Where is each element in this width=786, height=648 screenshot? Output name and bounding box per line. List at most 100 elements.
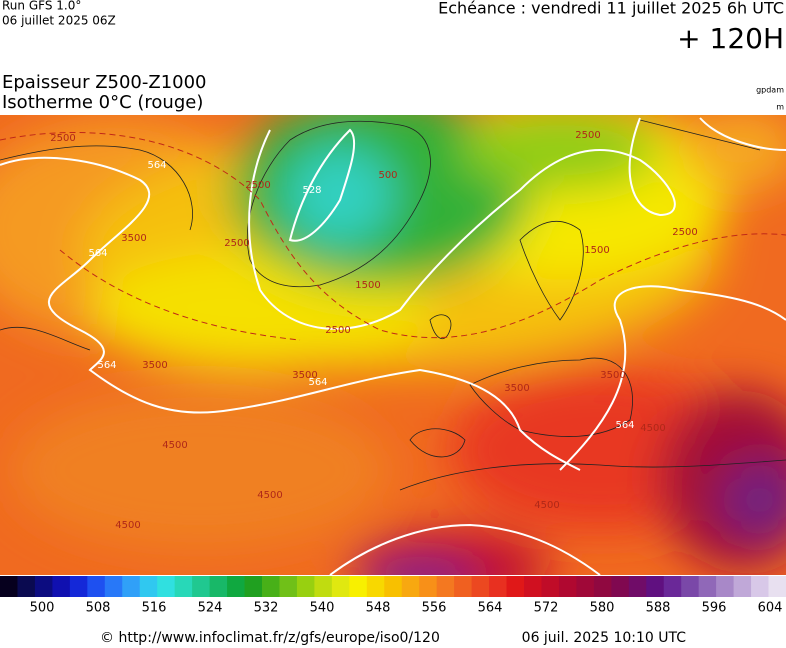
run: 06 juillet 2025 06Z xyxy=(2,14,116,28)
colorbar-swatch xyxy=(52,576,71,597)
colorbar-swatch xyxy=(436,576,455,597)
colorbar-tick-label: 604 xyxy=(758,601,783,616)
title-line2: Isotherme 0°C (rouge) xyxy=(2,92,203,113)
colorbar-swatch xyxy=(593,576,612,597)
unit-1: gpdam xyxy=(756,86,784,95)
colorbar-swatch xyxy=(104,576,123,597)
colorbar-tick-label: 532 xyxy=(254,601,279,616)
contour-label: 1500 xyxy=(355,280,380,291)
source: © http://www.infoclimat.fr/z/gfs/europe/… xyxy=(100,630,440,646)
colorbar-swatch xyxy=(157,576,176,597)
colorbar-swatch xyxy=(279,576,298,597)
contour-label: 2500 xyxy=(575,130,600,141)
colorbar-swatch xyxy=(611,576,630,597)
contour-label: 2500 xyxy=(224,238,249,249)
contour-label: 2500 xyxy=(325,325,350,336)
contour-label: 2500 xyxy=(672,227,697,238)
colorbar-swatch xyxy=(489,576,508,597)
contour-label: 4500 xyxy=(534,500,559,511)
colorbar-swatch xyxy=(244,576,263,597)
colorbar-tick-label: 508 xyxy=(86,601,111,616)
contour-label: 564 xyxy=(147,160,166,171)
colorbar-tick-label: 524 xyxy=(198,601,223,616)
colorbar-swatch xyxy=(192,576,211,597)
contour-label: 564 xyxy=(88,248,107,259)
colorbar-swatch xyxy=(262,576,280,597)
colorbar-swatch xyxy=(349,576,368,597)
colorbar-swatch xyxy=(698,576,717,597)
colorbar-tick-label: 564 xyxy=(478,601,503,616)
unit-2: m xyxy=(776,103,784,112)
contour-label: 1500 xyxy=(584,245,609,256)
colorbar-swatch xyxy=(681,576,700,597)
contour-label: 4500 xyxy=(162,440,187,451)
contour-label: 2500 xyxy=(245,180,270,191)
thickness-contours xyxy=(0,117,786,575)
colorbar-swatch xyxy=(34,576,53,597)
colorbar-tick-label: 548 xyxy=(366,601,391,616)
colorbar-tick-label: 580 xyxy=(590,601,615,616)
colorbar-swatch xyxy=(733,576,752,597)
colorbar-swatch xyxy=(0,576,18,597)
colorbar-swatch xyxy=(454,576,473,597)
colorbar-tick-label: 588 xyxy=(646,601,671,616)
colorbar-tick-label: 596 xyxy=(702,601,727,616)
colorbar-swatch xyxy=(419,576,438,597)
colorbar-swatch xyxy=(506,576,525,597)
coastlines xyxy=(0,119,786,491)
map: 2500564350056425005285001500250035005643… xyxy=(0,115,786,575)
colorbar-swatch xyxy=(628,576,647,597)
colorbar-swatch xyxy=(663,576,682,597)
contour-label: 564 xyxy=(308,377,327,388)
contour-label: 4500 xyxy=(257,490,282,501)
colorbar-swatch xyxy=(401,576,420,597)
colorbar: 500 508 516 524 532 540 548 556 564 572 580 588 596 6… xyxy=(0,576,786,616)
valid-time: Echéance : vendredi 11 juillet 2025 6h U… xyxy=(438,0,784,18)
colorbar-swatch xyxy=(366,576,385,597)
colorbar-swatch xyxy=(768,576,786,597)
colorbar-swatch xyxy=(558,576,577,597)
model: Run GFS 1.0° xyxy=(2,0,81,13)
contour-label: 500 xyxy=(378,170,397,181)
colorbar-swatch xyxy=(87,576,106,597)
contour-label: 4500 xyxy=(640,423,665,434)
date: 06 juil. 2025 10:10 UTC xyxy=(522,630,687,646)
title-line1: Epaisseur Z500-Z1000 xyxy=(2,72,207,93)
colorbar-swatch xyxy=(716,576,735,597)
colorbar-swatch xyxy=(209,576,228,597)
colorbar-swatch xyxy=(227,576,246,597)
colorbar-swatch xyxy=(471,576,490,597)
lead-time: + 120H xyxy=(677,22,784,55)
contour-label: 564 xyxy=(615,420,634,431)
contour-label: 4500 xyxy=(115,520,140,531)
colorbar-swatch xyxy=(139,576,158,597)
colorbar-tick-label: 500 xyxy=(30,601,55,616)
contour-label: 3500 xyxy=(142,360,167,371)
colorbar-tick-label: 556 xyxy=(422,601,447,616)
contour-labels: 2500564350056425005285001500250035005643… xyxy=(50,130,697,531)
contour-label: 3500 xyxy=(292,370,317,381)
colorbar-tick-label: 516 xyxy=(142,601,167,616)
colorbar-swatch xyxy=(524,576,542,597)
colorbar-tick-label: 540 xyxy=(310,601,335,616)
colorbar-swatch xyxy=(751,576,770,597)
colorbar-swatch xyxy=(576,576,595,597)
contour-label: 2500 xyxy=(50,133,75,144)
colorbar-swatch xyxy=(331,576,350,597)
colorbar-swatch xyxy=(384,576,403,597)
colorbar-tick-label: 572 xyxy=(534,601,559,616)
contour-label: 528 xyxy=(302,185,321,196)
contour-label: 564 xyxy=(97,360,116,371)
colorbar-swatch xyxy=(296,576,315,597)
colorbar-swatch xyxy=(69,576,88,597)
contour-label: 3500 xyxy=(121,233,146,244)
contour-label: 3500 xyxy=(504,383,529,394)
colorbar-swatch xyxy=(541,576,560,597)
contour-label: 3500 xyxy=(600,370,625,381)
isotherm xyxy=(0,132,786,341)
colorbar-swatch xyxy=(314,576,333,597)
colorbar-swatch xyxy=(646,576,665,597)
colorbar-swatch xyxy=(17,576,36,597)
